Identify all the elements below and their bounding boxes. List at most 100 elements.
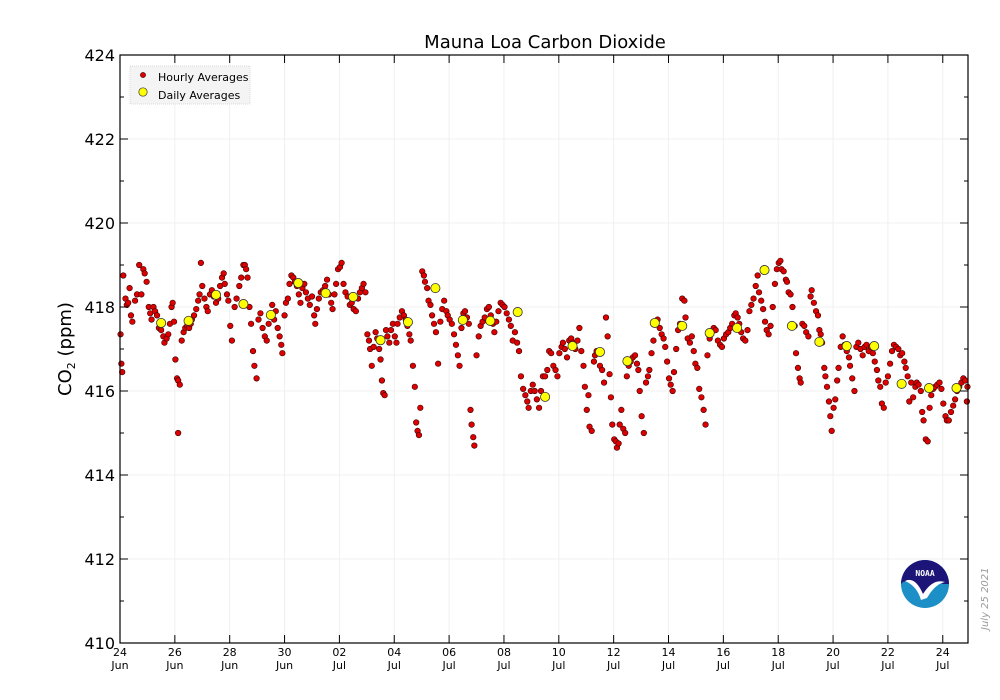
hourly-point xyxy=(475,333,482,340)
hourly-point xyxy=(906,398,913,405)
daily-point xyxy=(677,320,688,331)
hourly-point xyxy=(432,329,440,336)
hourly-point xyxy=(450,331,458,338)
hourly-point xyxy=(127,312,135,319)
hourly-point xyxy=(172,356,179,363)
hourly-point xyxy=(323,276,331,283)
hourly-point xyxy=(880,404,887,411)
hourly-point xyxy=(411,383,418,390)
hourly-point xyxy=(413,419,420,426)
hourly-point xyxy=(170,318,178,325)
hourly-point xyxy=(588,427,595,435)
x-tick-label-day: 06 xyxy=(442,646,456,659)
hourly-point xyxy=(783,278,791,285)
hourly-point xyxy=(673,345,680,353)
daily-point xyxy=(238,299,249,310)
hourly-point xyxy=(765,331,772,338)
hourly-point xyxy=(544,366,551,374)
hourly-point xyxy=(456,362,463,369)
hourly-point xyxy=(165,331,172,338)
hourly-point xyxy=(640,429,647,437)
x-tick-label-month: Jul xyxy=(935,659,949,672)
hourly-point xyxy=(507,322,514,330)
hourly-point xyxy=(394,320,401,327)
hourly-point xyxy=(306,301,313,309)
y-tick-label: 422 xyxy=(84,130,115,149)
hourly-point xyxy=(158,327,165,334)
hourly-point xyxy=(606,371,613,378)
hourly-point xyxy=(789,303,796,311)
hourly-point xyxy=(926,404,933,411)
hourly-point xyxy=(769,303,776,311)
hourly-point xyxy=(238,274,245,281)
hourly-point xyxy=(808,287,815,294)
daily-point xyxy=(540,391,551,402)
x-tick-label-month: Jul xyxy=(606,659,620,672)
hourly-point xyxy=(822,373,829,380)
hourly-point xyxy=(574,337,581,344)
daily-point xyxy=(375,335,386,346)
hourly-point xyxy=(777,257,784,264)
hourly-point xyxy=(828,427,835,435)
hourly-point xyxy=(378,377,386,384)
hourly-point xyxy=(362,289,369,296)
hourly-point xyxy=(873,366,881,374)
hourly-point xyxy=(810,299,817,306)
hourly-point xyxy=(120,272,127,279)
y-tick-label: 420 xyxy=(84,214,115,233)
hourly-point xyxy=(259,324,266,332)
hourly-point xyxy=(752,282,759,290)
daily-point xyxy=(759,265,770,276)
hourly-point xyxy=(694,364,701,372)
hourly-point xyxy=(771,280,779,288)
hourly-point xyxy=(338,259,345,267)
hourly-point xyxy=(952,396,959,403)
hourly-point xyxy=(255,316,262,323)
hourly-point xyxy=(945,417,952,424)
hourly-point xyxy=(616,421,623,428)
hourly-point xyxy=(875,377,882,384)
hourly-point xyxy=(899,350,906,357)
hourly-point xyxy=(623,373,630,380)
hourly-point xyxy=(662,343,669,351)
hourly-point xyxy=(590,358,598,365)
hourly-point xyxy=(195,297,202,304)
hourly-point xyxy=(329,306,336,313)
hourly-point xyxy=(915,381,922,388)
hourly-point xyxy=(279,350,286,357)
hourly-point xyxy=(169,299,176,306)
hourly-point xyxy=(602,314,610,321)
x-tick-label-day: 20 xyxy=(826,646,840,659)
hourly-point xyxy=(391,333,398,340)
hourly-point xyxy=(700,406,707,414)
legend-hourly-label: Hourly Averages xyxy=(158,71,249,84)
hourly-point xyxy=(646,366,653,374)
hourly-point xyxy=(384,333,391,340)
legend: Hourly Averages Daily Averages xyxy=(129,65,251,105)
y-axis-label-subscript: 2 xyxy=(65,362,78,369)
y-tick-label: 410 xyxy=(84,634,115,653)
x-tick-label-month: Jun xyxy=(165,659,183,672)
x-tick-label-day: 26 xyxy=(168,646,182,659)
hourly-point xyxy=(902,364,909,372)
hourly-point xyxy=(225,297,232,304)
hourly-point xyxy=(827,413,834,420)
hourly-point xyxy=(501,303,508,311)
hourly-point xyxy=(599,366,606,374)
hourly-point xyxy=(845,354,853,361)
hourly-point xyxy=(525,404,532,411)
hourly-point xyxy=(312,320,319,327)
hourly-point xyxy=(548,350,555,357)
hourly-point xyxy=(148,316,155,323)
daily-point xyxy=(485,315,496,326)
hourly-point xyxy=(421,278,429,285)
hourly-point xyxy=(452,341,460,348)
daily-point xyxy=(293,278,304,289)
hourly-point xyxy=(407,337,414,344)
hourly-point xyxy=(522,392,529,399)
hourly-point xyxy=(420,272,427,279)
hourly-point xyxy=(274,324,281,332)
daily-point xyxy=(594,346,605,357)
daily-point xyxy=(649,317,660,328)
hourly-point xyxy=(515,348,523,355)
